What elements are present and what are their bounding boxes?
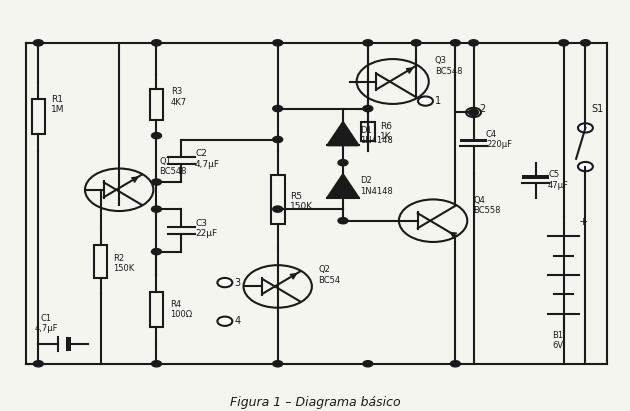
Text: D1
1N4148: D1 1N4148 bbox=[360, 126, 392, 145]
Circle shape bbox=[363, 40, 373, 46]
Text: C5
47µF: C5 47µF bbox=[548, 171, 569, 190]
Text: Q4
BC558: Q4 BC558 bbox=[474, 196, 501, 215]
Circle shape bbox=[151, 249, 161, 255]
Text: R1
1M: R1 1M bbox=[51, 95, 64, 114]
Circle shape bbox=[338, 217, 348, 224]
Bar bbox=[361, 122, 375, 141]
Circle shape bbox=[217, 316, 232, 326]
Text: D2
1N4148: D2 1N4148 bbox=[360, 176, 392, 196]
Text: R3
4K7: R3 4K7 bbox=[171, 87, 187, 107]
Circle shape bbox=[418, 97, 433, 106]
Text: 1: 1 bbox=[435, 96, 441, 106]
Circle shape bbox=[411, 40, 421, 46]
Text: 3: 3 bbox=[234, 277, 240, 288]
Bar bbox=[460, 139, 487, 142]
Circle shape bbox=[273, 206, 283, 212]
Circle shape bbox=[469, 40, 479, 46]
Circle shape bbox=[450, 40, 461, 46]
Circle shape bbox=[363, 361, 373, 367]
Circle shape bbox=[578, 123, 593, 132]
Polygon shape bbox=[328, 122, 358, 145]
Circle shape bbox=[33, 361, 43, 367]
Circle shape bbox=[580, 40, 590, 46]
Circle shape bbox=[578, 162, 593, 171]
Circle shape bbox=[217, 278, 232, 287]
Circle shape bbox=[151, 40, 161, 46]
Bar bbox=[94, 245, 107, 278]
Bar bbox=[271, 175, 285, 224]
Circle shape bbox=[338, 159, 348, 166]
Text: C2
4,7µF: C2 4,7µF bbox=[195, 149, 220, 169]
Bar bbox=[66, 337, 71, 351]
Circle shape bbox=[363, 106, 373, 112]
Circle shape bbox=[559, 40, 569, 46]
Text: B1
6V: B1 6V bbox=[553, 331, 564, 350]
Text: Q2
BC54: Q2 BC54 bbox=[318, 265, 340, 284]
Bar bbox=[150, 89, 163, 120]
Circle shape bbox=[151, 361, 161, 367]
Text: +: + bbox=[579, 217, 588, 226]
Circle shape bbox=[273, 40, 283, 46]
Text: S1: S1 bbox=[592, 104, 604, 114]
Circle shape bbox=[151, 179, 161, 185]
Text: C3
22µF: C3 22µF bbox=[195, 219, 217, 238]
Text: Q1
BC548: Q1 BC548 bbox=[159, 157, 187, 176]
Text: 2: 2 bbox=[479, 104, 486, 113]
Text: R6
1K: R6 1K bbox=[381, 122, 392, 141]
Circle shape bbox=[151, 206, 161, 212]
Polygon shape bbox=[328, 174, 358, 198]
Text: Q3
BC548: Q3 BC548 bbox=[435, 56, 462, 76]
Bar bbox=[522, 175, 549, 178]
Circle shape bbox=[450, 361, 461, 367]
Circle shape bbox=[33, 40, 43, 46]
Circle shape bbox=[273, 136, 283, 143]
Bar bbox=[150, 292, 163, 327]
Text: R2
150K: R2 150K bbox=[113, 254, 134, 273]
Circle shape bbox=[273, 361, 283, 367]
Text: 4: 4 bbox=[234, 316, 240, 326]
Bar bbox=[32, 99, 45, 134]
Circle shape bbox=[469, 109, 479, 115]
Text: C4
220µF: C4 220µF bbox=[486, 130, 512, 149]
Text: C1
4,7µF: C1 4,7µF bbox=[35, 314, 58, 333]
Text: Figura 1 – Diagrama básico: Figura 1 – Diagrama básico bbox=[230, 396, 400, 409]
Circle shape bbox=[151, 132, 161, 139]
Text: R4
100Ω: R4 100Ω bbox=[170, 300, 192, 319]
Circle shape bbox=[273, 106, 283, 112]
Circle shape bbox=[466, 108, 481, 117]
Text: R5
150K: R5 150K bbox=[290, 192, 313, 211]
